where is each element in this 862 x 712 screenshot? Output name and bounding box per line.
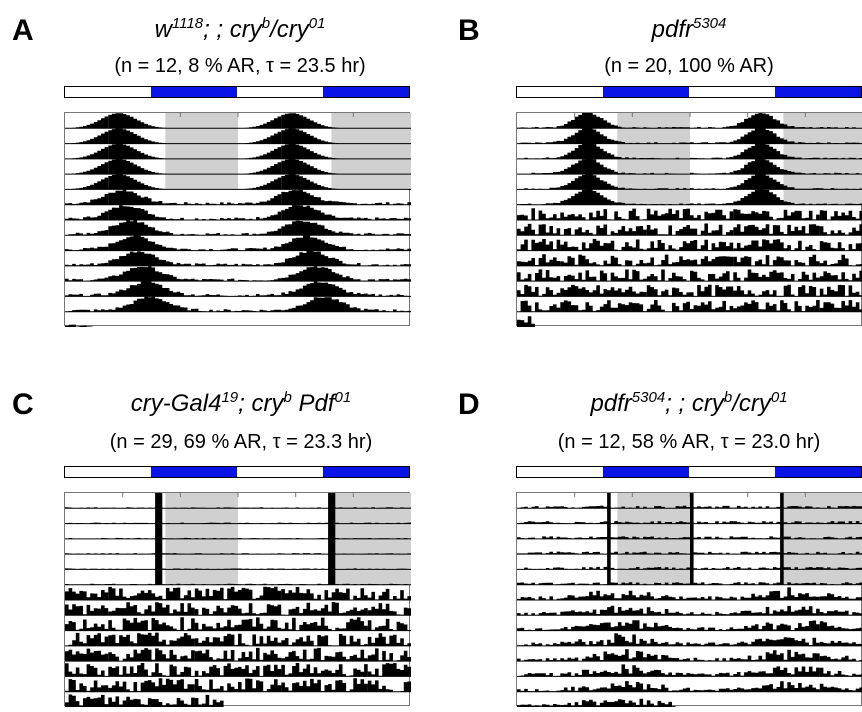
light-dark-bar [516, 86, 862, 98]
activity-row [517, 681, 862, 692]
actogram-plot [65, 493, 411, 707]
activity-row [517, 269, 862, 282]
activity-row [517, 254, 862, 266]
activity-row [65, 280, 408, 297]
activity-row [517, 223, 862, 236]
actogram [516, 492, 862, 707]
activity-row [65, 647, 411, 662]
activity-row [517, 633, 862, 646]
dark-phase-shade [331, 113, 411, 190]
panel-letter: D [458, 388, 480, 421]
panel-letter: B [458, 14, 480, 47]
activity-row [65, 189, 411, 205]
actogram [516, 112, 862, 327]
activity-row [524, 173, 862, 190]
light-dark-bar [64, 466, 410, 478]
panel-c: C cry-Gal419; cryb Pdf01 (n = 29, 69 % A… [0, 372, 411, 712]
activity-row [65, 663, 411, 677]
actogram-plot [517, 113, 862, 327]
activity-row [517, 698, 676, 707]
activity-row [524, 552, 862, 570]
activity-row [72, 174, 339, 190]
panel-b: B pdfr5304 (n = 20, 100 % AR) [440, 0, 862, 340]
activity-row [72, 113, 339, 129]
panel-d: D pdfr5304; ; cryb/cry01 (n = 12, 58 % A… [440, 372, 862, 712]
panel-letter: A [12, 14, 34, 47]
genotype-title: pdfr5304 [651, 15, 727, 43]
activity-row [517, 537, 862, 555]
light-dark-bar [64, 86, 410, 98]
activity-row [72, 143, 339, 159]
activity-row [68, 296, 411, 312]
activity-row [517, 620, 862, 631]
activity-row [517, 605, 862, 616]
activity-row [65, 234, 411, 251]
activity-row [65, 324, 91, 327]
actogram [64, 112, 411, 327]
activity-row [517, 208, 862, 220]
activity-row [517, 316, 535, 327]
dark-phase-shade [165, 113, 238, 190]
activity-row [65, 266, 411, 282]
light-dark-bar [516, 466, 862, 478]
genotype-title: cry-Gal419; cryb Pdf01 [130, 389, 352, 417]
activity-row [65, 694, 224, 707]
activity-row [65, 205, 411, 220]
activity-row [72, 159, 339, 175]
activity-row [65, 678, 411, 692]
activity-row [517, 188, 862, 205]
activity-row [517, 587, 862, 600]
activity-row [517, 238, 862, 251]
activity-row [68, 220, 411, 236]
stats-label: (n = 12, 8 % AR, τ = 23.5 hr) [114, 55, 366, 77]
activity-row [517, 567, 862, 585]
activity-row [65, 602, 411, 616]
activity-row [520, 300, 862, 312]
stats-label: (n = 20, 100 % AR) [604, 55, 774, 77]
stats-label: (n = 29, 69 % AR, τ = 23.3 hr) [109, 431, 373, 453]
genotype-title: pdfr5304; ; cryb/cry01 [590, 389, 788, 417]
activity-row [517, 113, 856, 129]
activity-row [520, 493, 862, 509]
stats-label: (n = 12, 58 % AR, τ = 23.0 hr) [557, 431, 821, 453]
actogram-plot [65, 113, 411, 327]
actogram-plot [517, 493, 862, 707]
activity-row [68, 632, 411, 646]
activity-row [524, 142, 862, 159]
activity-row [65, 617, 411, 631]
activity-row [517, 649, 862, 662]
genotype-title: w1118; ; cryb/cry01 [154, 15, 326, 43]
activity-row [517, 522, 862, 539]
activity-row [65, 586, 411, 600]
activity-row [72, 128, 339, 144]
activity-row [531, 158, 860, 175]
activity-row [520, 127, 860, 144]
activity-row [517, 284, 862, 297]
actogram [64, 492, 411, 707]
activity-row [65, 250, 411, 266]
panel-a: A w1118; ; cryb/cry01 (n = 12, 8 % AR, τ… [0, 0, 411, 340]
panel-letter: C [12, 388, 34, 421]
activity-row [520, 664, 862, 677]
